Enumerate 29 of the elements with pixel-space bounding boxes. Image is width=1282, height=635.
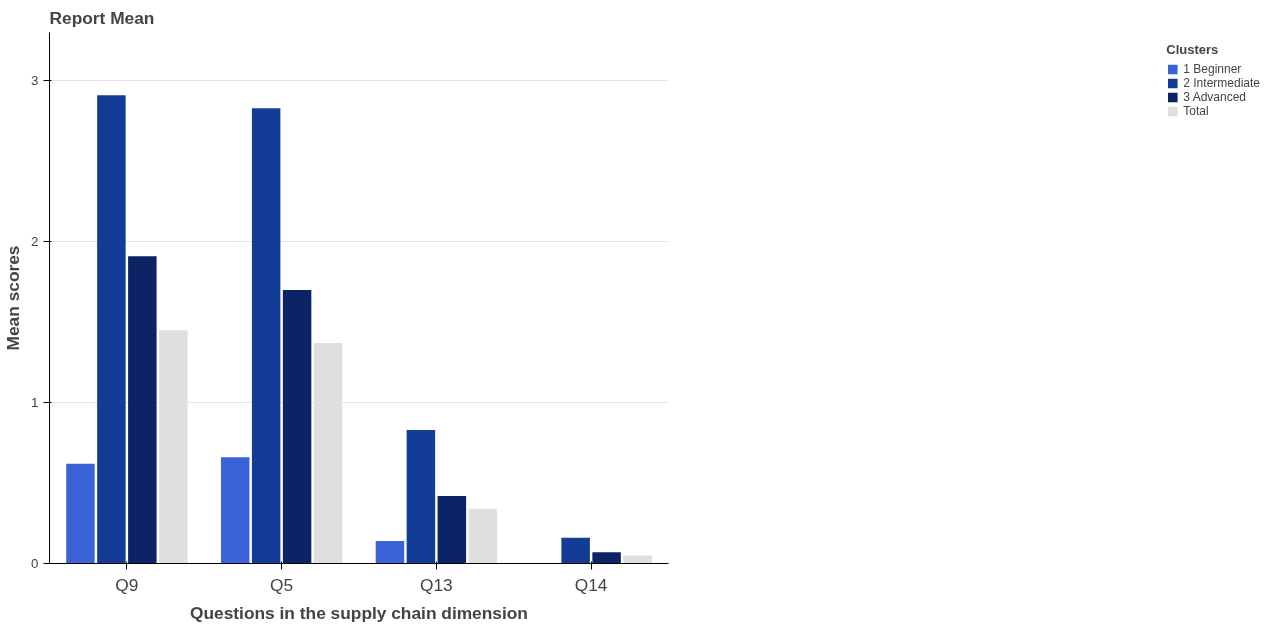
x-axis-title: Questions in the supply chain dimension <box>190 602 528 623</box>
x-tick-label: Q9 <box>115 574 139 595</box>
x-tick-label: Q14 <box>574 574 608 595</box>
bar <box>406 429 436 564</box>
x-tick-label: Q13 <box>420 574 453 595</box>
y-tick-label: 1 <box>31 395 39 411</box>
bar <box>220 457 250 564</box>
bar <box>468 508 498 564</box>
bar <box>375 540 405 564</box>
x-tick-label: Q5 <box>270 574 294 595</box>
legend-label: 3 Advanced <box>1183 90 1246 104</box>
y-tick-label: 3 <box>31 73 39 89</box>
bar <box>251 108 281 564</box>
bar <box>97 95 126 564</box>
bar <box>592 552 621 564</box>
y-tick-label: 0 <box>31 556 39 571</box>
chart-title: Report Mean <box>49 7 155 28</box>
legend-title: Clusters <box>1166 42 1220 57</box>
bar <box>561 537 590 564</box>
bar <box>128 256 157 564</box>
y-tick-label: 2 <box>31 234 39 250</box>
y-axis-title: Mean scores <box>3 245 24 351</box>
bar <box>623 555 652 564</box>
bar <box>437 495 467 564</box>
bar <box>66 463 95 564</box>
legend-label: 1 Beginner <box>1183 62 1242 76</box>
legend-label: Total <box>1183 104 1209 118</box>
bar <box>282 289 312 564</box>
legend-label: 2 Intermediate <box>1183 76 1260 90</box>
